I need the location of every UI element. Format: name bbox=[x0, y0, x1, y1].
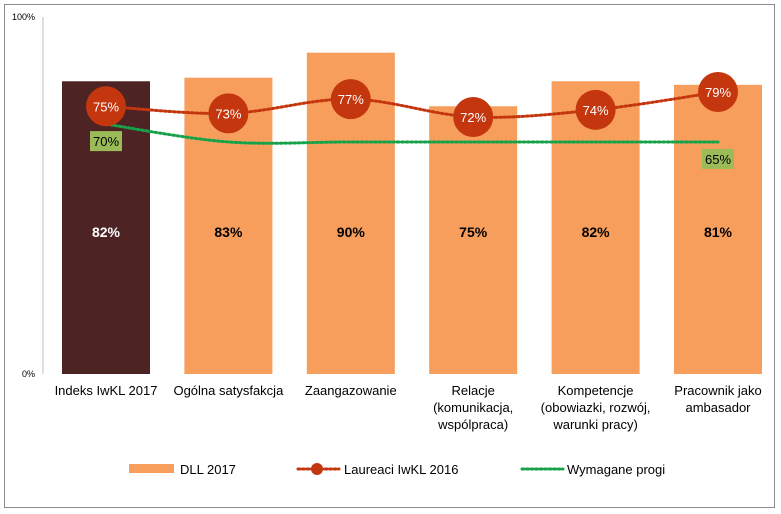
bar-5 bbox=[674, 84, 762, 374]
category-label-2: Zaangazowanie bbox=[305, 383, 397, 398]
bar-value-label-5: 81% bbox=[704, 224, 733, 240]
chart-frame: 100% 0% 82% 83% 90% 75% 82% 81% 75% 73% 77% 72% 7… bbox=[4, 4, 775, 508]
laureates-marker-1 bbox=[208, 93, 249, 134]
laureates-value-label-2: 77% bbox=[338, 92, 364, 107]
laureates-marker-0 bbox=[86, 86, 126, 127]
laureates-value-label-4: 74% bbox=[583, 103, 609, 118]
legend-swatch-laureaci-marker bbox=[311, 463, 323, 475]
laureates-marker-4 bbox=[575, 89, 616, 130]
legend-label-laureaci: Laureaci IwKL 2016 bbox=[344, 462, 458, 477]
laureates-value-label-5: 79% bbox=[705, 85, 731, 100]
line-series: 75% 73% 77% 72% 74% 79% 70% 65% bbox=[86, 71, 738, 169]
laureates-marker-5 bbox=[698, 71, 738, 112]
category-label-3: Relacje (komunikacja, wspólpraca) bbox=[433, 383, 513, 432]
bar-value-label-3: 75% bbox=[459, 224, 488, 240]
legend-swatch-dll-2017 bbox=[129, 464, 174, 473]
chart: 100% 0% 82% 83% 90% 75% 82% 81% 75% 73%77%72% 7… bbox=[12, 12, 762, 477]
category-label-1: Ogólna satysfakcja bbox=[173, 383, 284, 398]
category-labels: Indeks IwKL 2017 Ogólna satysfakcja Zaanga… bbox=[55, 383, 762, 432]
category-label-4: Kompetencje (obowiazki, rozwój, warunki pr… bbox=[541, 383, 651, 432]
threshold-label-box-0 bbox=[90, 131, 122, 152]
bar-value-label-4: 82% bbox=[582, 224, 611, 240]
laureates-value-label-3: 72% bbox=[460, 110, 486, 125]
laureates-marker-3 bbox=[453, 96, 494, 137]
laureates-value-label-1: 73% bbox=[215, 106, 241, 121]
bar-value-label-0: 82% bbox=[92, 224, 121, 240]
bar-4 bbox=[551, 81, 640, 374]
legend-label-dll-2017: DLL 2017 bbox=[180, 462, 236, 477]
y-tick-label-bottom: 0% bbox=[22, 369, 35, 379]
legend-label-wymagane-progi: Wymagane progi bbox=[567, 462, 665, 477]
laureates-value-label-0: 75% bbox=[93, 99, 119, 114]
laureates-marker-2 bbox=[330, 79, 371, 120]
bar-0 bbox=[62, 81, 150, 374]
category-label-0: Indeks IwKL 2017 bbox=[55, 383, 158, 398]
legend: DLL 2017 Laureaci IwKL 2016 Wymagane progi bbox=[129, 462, 665, 477]
bar-value-label-1: 83% bbox=[214, 224, 243, 240]
threshold-value-label-0: 70% bbox=[93, 134, 119, 149]
bar-value-label-2: 90% bbox=[337, 224, 366, 240]
y-axis: 100% 0% bbox=[12, 12, 44, 379]
bar-series: 82% 83% 90% 75% 82% 81% bbox=[62, 52, 762, 374]
category-label-5: Pracownik jako ambasador bbox=[674, 383, 761, 415]
threshold-label-box-5 bbox=[702, 148, 734, 169]
threshold-value-label-5: 65% bbox=[705, 152, 731, 167]
threshold-line bbox=[104, 122, 720, 145]
y-tick-label-top: 100% bbox=[12, 12, 35, 22]
bar-3 bbox=[429, 106, 518, 374]
